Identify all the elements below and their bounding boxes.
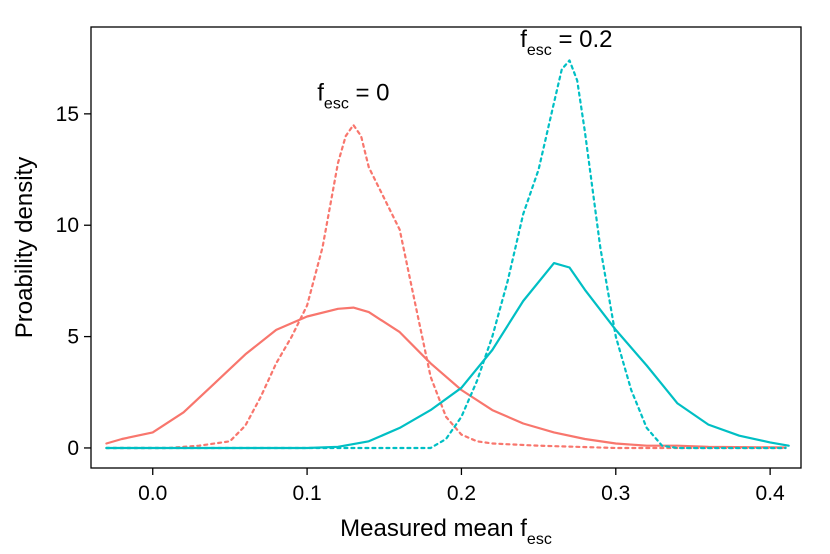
y-tick-label: 0 [67, 437, 79, 460]
x-tick-label: 0.2 [447, 482, 476, 505]
x-axis: 0.0 0.1 0.2 0.3 0.4 [138, 468, 785, 505]
x-axis-title-main: Measured mean f [340, 515, 527, 542]
x-tick-label: 0.3 [601, 482, 630, 505]
series-line-4-solid [105, 262, 790, 450]
x-axis-title-sub: esc [527, 531, 552, 548]
annotation-2: fesc = 0.2 [520, 26, 612, 59]
series-line-3-dotted [105, 59, 787, 450]
y-axis: 0 5 10 15 [56, 103, 91, 460]
plot-frame [90, 26, 802, 469]
x-axis-title: Measured mean fesc [340, 515, 552, 548]
series-line-1-dotted [105, 123, 787, 450]
y-tick-label: 10 [56, 214, 79, 237]
y-axis-title: Proability density [11, 157, 38, 338]
x-tick-label: 0.4 [756, 482, 786, 505]
annotation-1: fesc = 0 [317, 80, 389, 113]
series-line-2-solid [105, 306, 787, 449]
annotations: fesc = 0 fesc = 0.2 [317, 26, 612, 112]
y-tick-label: 5 [67, 326, 79, 349]
x-tick-label: 0.0 [138, 482, 167, 505]
y-tick-label: 15 [56, 103, 79, 126]
x-tick-label: 0.1 [292, 482, 321, 505]
series-layer [105, 59, 790, 450]
